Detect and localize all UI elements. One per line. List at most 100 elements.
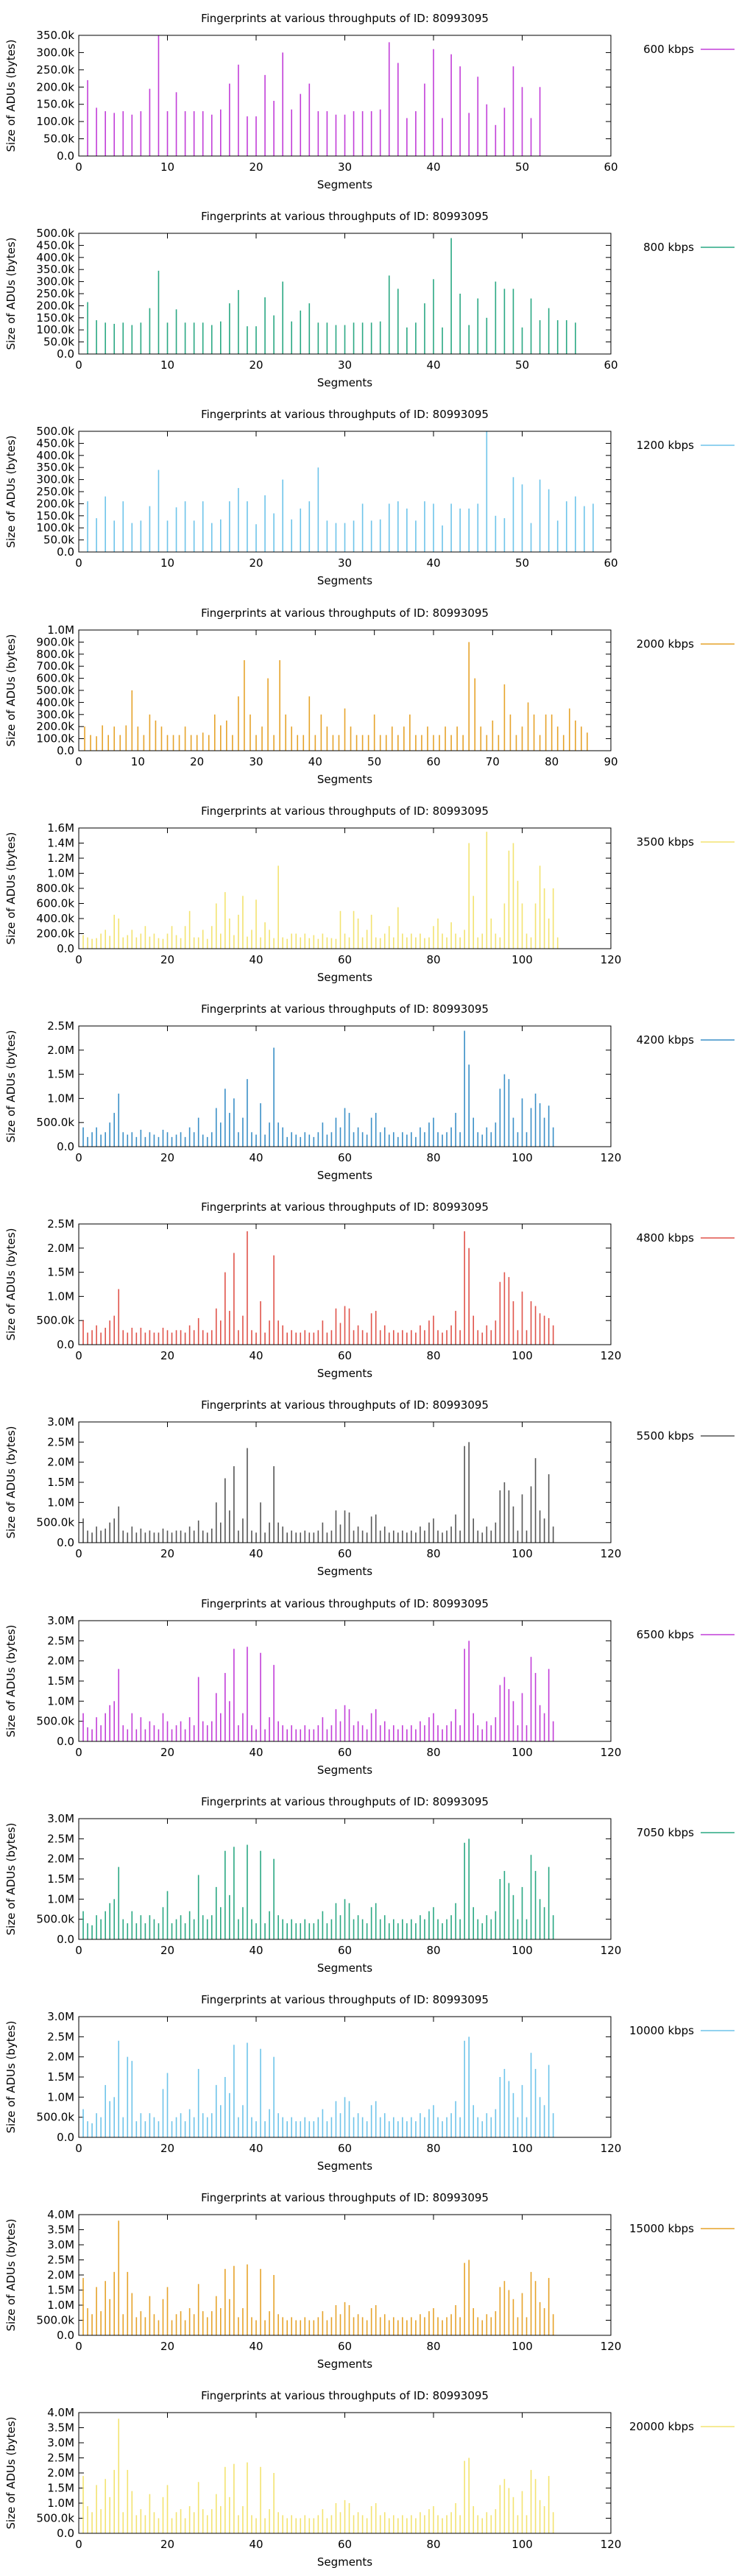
x-tick-label: 120: [601, 1944, 622, 1957]
y-tick-label: 700.0k: [36, 659, 74, 673]
legend-label: 1200 kbps: [637, 439, 695, 452]
x-tick-label: 60: [338, 1944, 352, 1957]
x-tick-label: 40: [426, 358, 440, 372]
y-tick-label: 500.0k: [36, 1912, 74, 1925]
x-tick-label: 50: [367, 755, 381, 768]
y-tick-label: 300.0k: [36, 707, 74, 721]
y-tick-label: 0.0: [57, 1933, 74, 1946]
chart-panel: Fingerprints at various throughputs of I…: [4, 2191, 735, 2371]
y-tick-label: 1.6M: [47, 821, 74, 835]
y-tick-label: 350.0k: [36, 263, 74, 276]
x-tick-label: 120: [601, 1349, 622, 1362]
x-tick-label: 60: [338, 1745, 352, 1758]
x-tick-label: 60: [338, 1349, 352, 1362]
y-tick-label: 250.0k: [36, 485, 74, 498]
y-tick-label: 1.5M: [47, 1266, 74, 1279]
y-tick-label: 2.0M: [47, 1456, 74, 1469]
legend-label: 800 kbps: [643, 241, 694, 254]
x-tick-label: 40: [426, 556, 440, 570]
y-tick-label: 3.0M: [47, 1415, 74, 1429]
chart-panel: Fingerprints at various throughputs of I…: [4, 1596, 735, 1776]
chart-title: Fingerprints at various throughputs of I…: [201, 804, 489, 818]
plot-frame: [78, 827, 612, 949]
y-tick-label: 0.0: [57, 2527, 74, 2540]
y-tick-label: 3.5M: [47, 2223, 74, 2237]
y-tick-label: 4.0M: [47, 2406, 74, 2419]
y-tick-label: 200.0k: [36, 720, 74, 733]
x-tick-label: 20: [160, 1151, 174, 1164]
chart-title: Fingerprints at various throughputs of I…: [201, 1993, 489, 2006]
chart-title: Fingerprints at various throughputs of I…: [201, 2389, 489, 2402]
x-tick-label: 10: [160, 556, 174, 570]
y-tick-label: 500.0k: [36, 2111, 74, 2124]
x-tick-label: 100: [512, 2340, 533, 2353]
legend-label: 3500 kbps: [637, 835, 695, 849]
y-tick-label: 4.0M: [47, 2208, 74, 2221]
x-axis-label: Segments: [317, 178, 372, 191]
plot-frame: [78, 1619, 612, 1741]
chart-panel: Fingerprints at various throughputs of I…: [4, 804, 735, 984]
x-tick-label: 60: [338, 2538, 352, 2551]
y-tick-label: 500.0k: [36, 684, 74, 697]
x-tick-label: 20: [160, 2538, 174, 2551]
legend-label: 6500 kbps: [637, 1627, 695, 1641]
y-axis-label: Size of ADUs (bytes): [4, 1624, 18, 1737]
y-tick-label: 250.0k: [36, 63, 74, 77]
chart-panel: Fingerprints at various throughputs of I…: [4, 408, 735, 587]
x-tick-label: 40: [249, 1547, 263, 1560]
chart-title: Fingerprints at various throughputs of I…: [201, 606, 489, 620]
x-tick-label: 100: [512, 1745, 533, 1758]
legend-label: 4200 kbps: [637, 1033, 695, 1047]
x-tick-label: 20: [249, 160, 263, 174]
x-tick-label: 40: [249, 2142, 263, 2155]
y-tick-label: 2.0M: [47, 2466, 74, 2480]
y-tick-label: 1.4M: [47, 836, 74, 849]
y-tick-label: 2.0M: [47, 1044, 74, 1057]
y-tick-label: 1.0M: [47, 866, 74, 880]
x-tick-label: 40: [308, 755, 322, 768]
x-tick-label: 50: [515, 358, 529, 372]
x-tick-label: 0: [75, 2538, 82, 2551]
x-tick-label: 60: [604, 556, 618, 570]
x-tick-label: 100: [512, 953, 533, 966]
chart-panel: Fingerprints at various throughputs of I…: [4, 606, 735, 786]
y-tick-label: 600.0k: [36, 896, 74, 910]
x-tick-label: 70: [486, 755, 500, 768]
x-tick-label: 60: [426, 755, 440, 768]
y-axis-label: Size of ADUs (bytes): [4, 2417, 18, 2530]
x-axis-label: Segments: [317, 773, 372, 786]
x-tick-label: 80: [426, 2538, 440, 2551]
x-tick-label: 40: [249, 2340, 263, 2353]
y-tick-label: 1.5M: [47, 1476, 74, 1489]
chart-panel: Fingerprints at various throughputs of I…: [4, 1993, 735, 2173]
chart-title: Fingerprints at various throughputs of I…: [201, 2191, 489, 2204]
y-tick-label: 2.5M: [47, 2030, 74, 2043]
x-tick-label: 80: [545, 755, 559, 768]
x-axis-label: Segments: [317, 574, 372, 587]
x-tick-label: 30: [338, 160, 352, 174]
x-tick-label: 0: [75, 1349, 82, 1362]
x-tick-label: 40: [249, 1745, 263, 1758]
y-tick-label: 1.0M: [47, 1694, 74, 1708]
legend-label: 5500 kbps: [637, 1429, 695, 1443]
x-tick-label: 20: [160, 2142, 174, 2155]
plot-frame: [78, 233, 612, 355]
y-tick-label: 0.0: [57, 1338, 74, 1351]
y-tick-label: 1.0M: [47, 1091, 74, 1105]
y-tick-label: 3.0M: [47, 2010, 74, 2023]
x-tick-label: 50: [515, 160, 529, 174]
y-tick-label: 1.0M: [47, 1290, 74, 1303]
y-tick-label: 100.0k: [36, 732, 74, 745]
y-tick-label: 0.0: [57, 1734, 74, 1747]
x-tick-label: 30: [338, 358, 352, 372]
y-tick-label: 2.5M: [47, 2452, 74, 2465]
y-tick-label: 0.0: [57, 1536, 74, 1549]
legend-label: 20000 kbps: [629, 2420, 694, 2433]
legend-label: 4800 kbps: [637, 1231, 695, 1245]
x-axis-label: Segments: [317, 1961, 372, 1975]
y-tick-label: 0.0: [57, 347, 74, 361]
y-tick-label: 1.0M: [47, 2090, 74, 2103]
x-tick-label: 20: [190, 755, 204, 768]
x-tick-label: 80: [426, 953, 440, 966]
